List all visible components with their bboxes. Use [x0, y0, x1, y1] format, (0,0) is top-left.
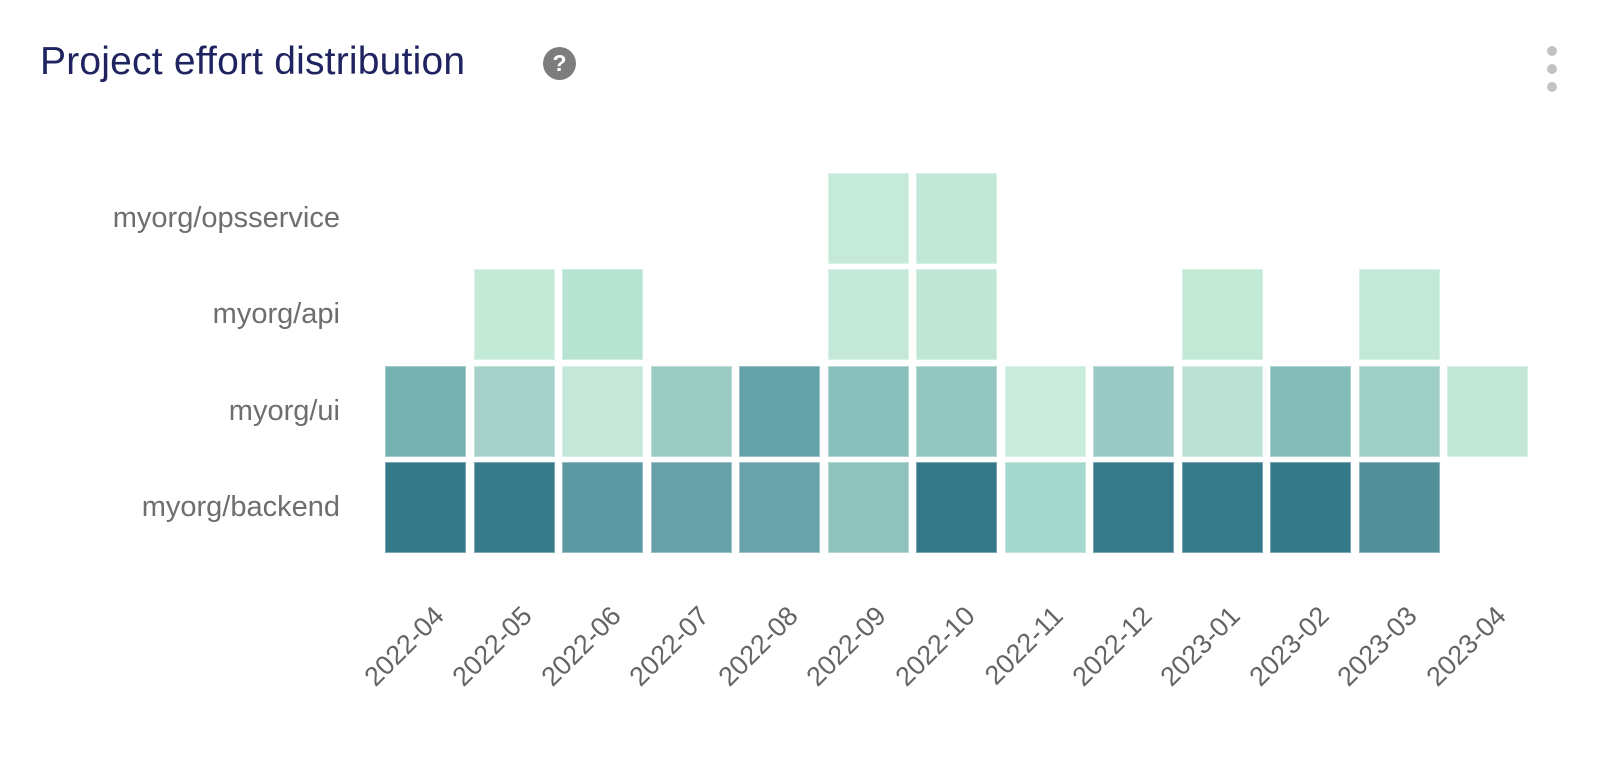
x-axis-label: 2022-06 — [535, 600, 627, 692]
kebab-dot — [1547, 46, 1557, 56]
heatmap-cell[interactable] — [473, 462, 555, 554]
heatmap-cell[interactable] — [1093, 462, 1174, 554]
heatmap-cell[interactable] — [1358, 365, 1440, 457]
heatmap-cell[interactable] — [650, 462, 732, 554]
heatmap-cell[interactable] — [562, 365, 643, 457]
heatmap-cell[interactable] — [385, 462, 466, 554]
heatmap-cell[interactable] — [1004, 462, 1086, 554]
heatmap-cell[interactable] — [1093, 365, 1174, 457]
x-axis-label: 2023-03 — [1331, 600, 1423, 692]
heatmap-cell[interactable] — [1447, 365, 1528, 457]
heatmap-cell[interactable] — [1181, 462, 1263, 554]
x-axis-label: 2023-04 — [1420, 600, 1512, 692]
heatmap-cell[interactable] — [1181, 269, 1263, 361]
heatmap-cell[interactable] — [1270, 462, 1351, 554]
kebab-dot — [1547, 82, 1557, 92]
heatmap-cell[interactable] — [827, 269, 909, 361]
y-axis-label: myorg/backend — [141, 491, 340, 524]
heatmap-cell[interactable] — [473, 365, 555, 457]
heatmap-cell[interactable] — [562, 269, 643, 361]
x-axis-label: 2023-01 — [1154, 600, 1246, 692]
heatmap-cell[interactable] — [739, 365, 820, 457]
heatmap-cell[interactable] — [1358, 462, 1440, 554]
x-axis-label: 2022-11 — [978, 600, 1069, 691]
heatmap-cell[interactable] — [916, 365, 997, 457]
heatmap-cell[interactable] — [385, 365, 466, 457]
heatmap-cell[interactable] — [1181, 365, 1263, 457]
y-axis-label: myorg/ui — [228, 394, 340, 427]
heatmap-cell[interactable] — [1004, 365, 1086, 457]
heatmap-cell[interactable] — [827, 173, 909, 264]
heatmap-cell[interactable] — [827, 365, 909, 457]
help-icon[interactable]: ? — [543, 47, 576, 80]
heatmap-cell[interactable] — [916, 269, 997, 361]
x-axis-label: 2022-07 — [623, 600, 715, 692]
x-axis-label: 2022-10 — [889, 600, 981, 692]
x-axis-label: 2022-08 — [712, 600, 804, 692]
x-axis-label: 2022-09 — [800, 600, 892, 692]
heatmap-cell[interactable] — [916, 173, 997, 264]
x-axis-label: 2023-02 — [1243, 600, 1335, 692]
heatmap-cell[interactable] — [473, 269, 555, 361]
heatmap-cell[interactable] — [827, 462, 909, 554]
y-axis-label: myorg/opsservice — [112, 202, 340, 234]
heatmap-cell[interactable] — [739, 462, 820, 554]
heatmap-cell[interactable] — [916, 462, 997, 554]
heatmap-cell[interactable] — [650, 365, 732, 457]
kebab-menu-icon[interactable] — [1540, 44, 1564, 94]
heatmap-cell[interactable] — [1270, 365, 1351, 457]
y-axis-label: myorg/api — [212, 298, 340, 331]
kebab-dot — [1547, 64, 1557, 74]
x-axis-label: 2022-12 — [1066, 600, 1158, 692]
x-axis-label: 2022-04 — [358, 600, 450, 692]
heatmap-cell[interactable] — [1358, 269, 1440, 361]
x-axis-label: 2022-05 — [446, 600, 538, 692]
heatmap-cell[interactable] — [562, 462, 643, 554]
page-title: Project effort distribution — [40, 40, 466, 83]
